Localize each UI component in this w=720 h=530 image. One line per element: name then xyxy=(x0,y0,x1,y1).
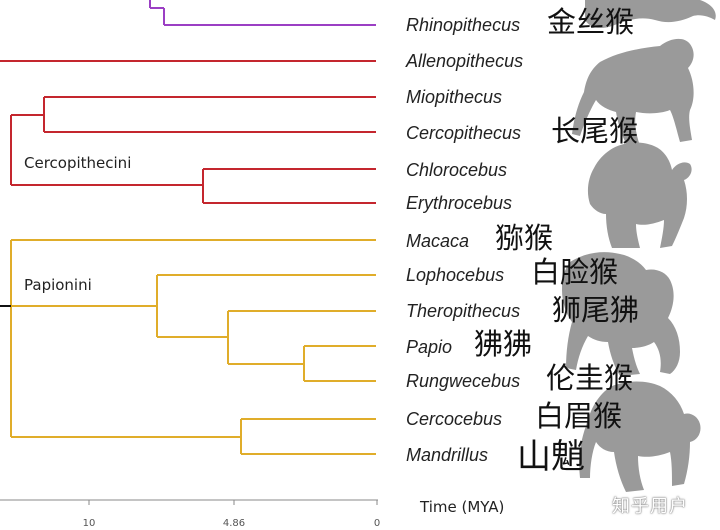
taxon-lophocebus: Lophocebus xyxy=(406,265,505,285)
cercopithecini-branches xyxy=(0,60,376,204)
taxon-cercocebus: Cercocebus xyxy=(406,409,503,429)
mandrill-icon xyxy=(579,381,701,492)
cn-name-lophocebus: 白脸猴 xyxy=(531,255,619,289)
tick-label: 10 xyxy=(82,518,96,529)
axis-title: Time (MYA) xyxy=(420,498,505,516)
cn-name-papio: 狒狒 xyxy=(474,327,533,361)
taxon-allenopithecus: Allenopithecus xyxy=(406,51,524,71)
taxon-theropithecus: Theropithecus xyxy=(406,301,521,321)
taxon-rhinopithecus: Rhinopithecus xyxy=(406,15,521,35)
cn-name-rhinopithecus: 金丝猴 xyxy=(547,5,635,39)
taxon-cercopithecus: Cercopithecus xyxy=(406,123,522,143)
cn-name-mandrillus: 山魈 xyxy=(517,437,585,477)
tick-label: 4.86 xyxy=(222,518,246,529)
cn-name-theropithecus: 狮尾狒 xyxy=(552,293,640,327)
snub-nosed-monkey-icon xyxy=(585,0,716,28)
sitting-monkey-icon xyxy=(587,142,692,248)
taxon-chlorocebus: Chlorocebus xyxy=(406,160,508,180)
taxon-rungwecebus: Rungwecebus xyxy=(406,371,521,391)
cn-name-cercopithecus: 长尾猴 xyxy=(551,114,639,148)
colobine-branches xyxy=(149,0,376,26)
cn-name-rungwecebus: 伦圭猴 xyxy=(546,361,634,395)
taxon-miopithecus: Miopithecus xyxy=(406,87,503,107)
walking-monkey-icon xyxy=(572,38,694,148)
group-label-papionini: Papionini xyxy=(22,276,94,294)
papionini-branches xyxy=(10,239,376,455)
cn-name-macaca: 猕猴 xyxy=(495,221,554,255)
tick-label: 0 xyxy=(373,518,381,529)
taxon-mandrillus: Mandrillus xyxy=(406,445,489,465)
cn-name-cercocebus: 白眉猴 xyxy=(535,399,623,433)
watermark: 知乎用户 xyxy=(612,496,688,517)
group-label-cercopithecini: Cercopithecini xyxy=(22,154,134,172)
taxon-macaca: Macaca xyxy=(406,231,470,251)
taxon-papio: Papio xyxy=(406,337,453,357)
baboon-icon xyxy=(562,252,680,376)
taxon-erythrocebus: Erythrocebus xyxy=(406,193,513,213)
time-axis xyxy=(0,499,378,505)
